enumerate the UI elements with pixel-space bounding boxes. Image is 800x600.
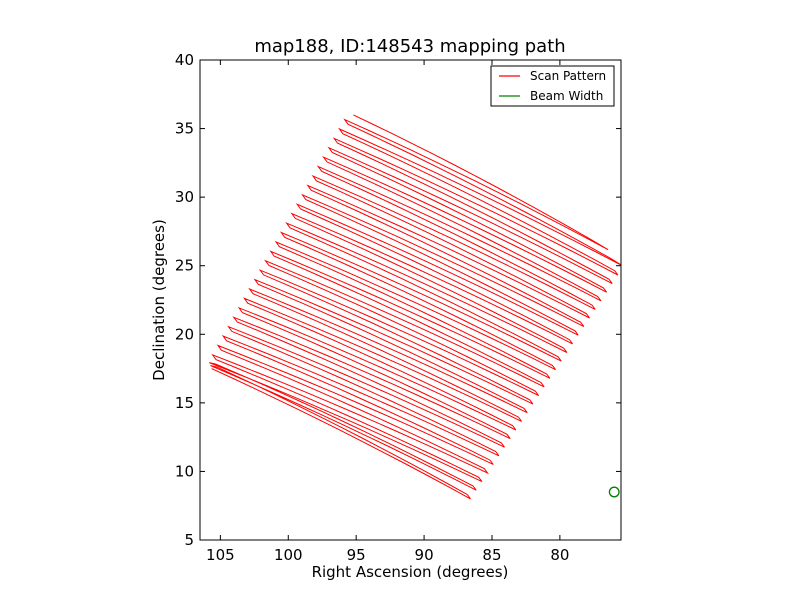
beam-width-circle (608, 486, 620, 498)
scan-pattern (209, 114, 621, 500)
legend-label-beam-width: Beam Width (530, 89, 603, 103)
y-tick-label: 25 (175, 257, 194, 275)
y-tick-label: 30 (175, 188, 194, 206)
y-tick-label: 15 (175, 394, 194, 412)
x-axis-ticks: 105 100 95 90 85 80 (206, 60, 569, 564)
beam-width-group (608, 486, 620, 498)
legend-box (490, 65, 615, 107)
legend-label-scan-pattern: Scan Pattern (530, 69, 606, 83)
x-tick-label: 105 (206, 546, 235, 564)
y-tick-label: 10 (175, 462, 194, 480)
y-tick-label: 35 (175, 120, 194, 138)
y-tick-label: 20 (175, 325, 194, 343)
y-axis-ticks: 5 10 15 20 25 30 35 40 (175, 51, 621, 549)
x-tick-label: 100 (274, 546, 303, 564)
x-tick-label: 85 (482, 546, 501, 564)
y-tick-label: 5 (184, 531, 194, 549)
y-axis-label: Declination (degrees) (150, 219, 168, 381)
x-tick-label: 80 (550, 546, 569, 564)
chart-title: map188, ID:148543 mapping path (254, 36, 565, 57)
y-tick-label: 40 (175, 51, 194, 69)
x-tick-label: 95 (347, 546, 366, 564)
legend: Scan Pattern Beam Width (490, 65, 615, 107)
plot-frame (199, 59, 622, 541)
x-axis-label: Right Ascension (degrees) (312, 563, 509, 581)
scan-pattern-line (209, 114, 621, 500)
x-tick-label: 90 (415, 546, 434, 564)
